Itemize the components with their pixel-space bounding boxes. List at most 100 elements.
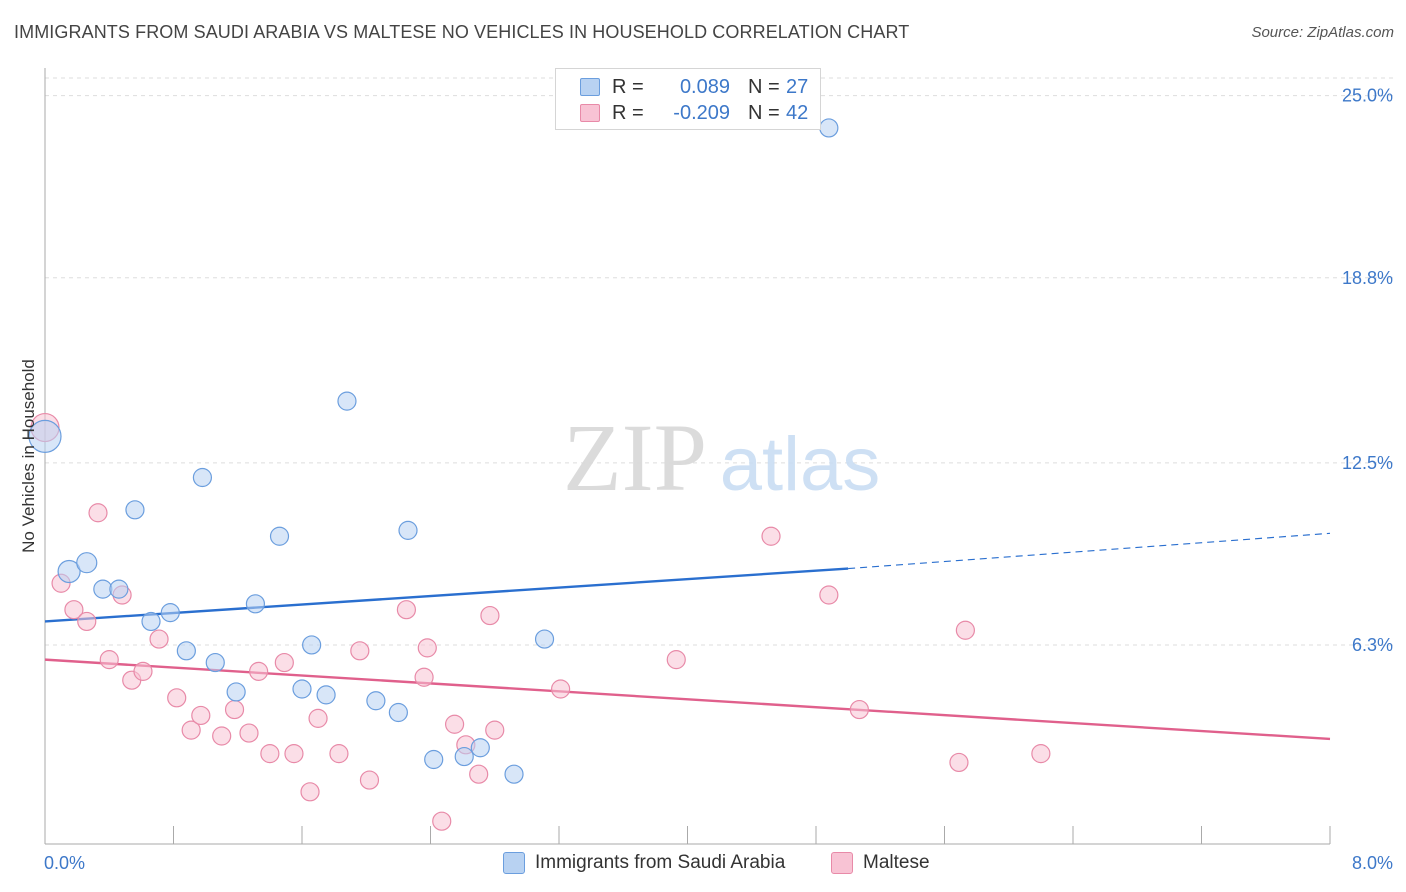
point-saudi xyxy=(205,652,225,673)
point-maltese xyxy=(308,708,328,728)
point-maltese xyxy=(181,720,201,740)
point-saudi xyxy=(141,611,161,632)
y-tick-label: 6.3% xyxy=(1352,635,1393,655)
grid-layer xyxy=(45,77,1395,646)
legend-r-value: 0.089 xyxy=(679,75,730,98)
point-maltese xyxy=(212,726,232,746)
series-legend-maltese[interactable]: Maltese xyxy=(831,852,930,874)
point-saudi xyxy=(470,738,490,758)
chart-source: Source: ZipAtlas.com xyxy=(1251,24,1394,41)
point-maltese xyxy=(849,699,869,720)
y-axis-label: No Vehicles in Household xyxy=(19,359,38,553)
watermark-zip: ZIP xyxy=(563,404,707,511)
point-saudi xyxy=(337,391,357,411)
legend-row-maltese: R = -0.209 N = 42 xyxy=(580,101,808,125)
point-maltese xyxy=(64,600,84,620)
legend-swatch-pink xyxy=(580,104,600,122)
point-maltese xyxy=(300,782,320,802)
point-maltese xyxy=(414,667,434,687)
point-maltese xyxy=(284,744,304,764)
point-maltese xyxy=(133,661,153,681)
legend-row-saudi: R = 0.089 N = 27 xyxy=(580,75,808,99)
point-maltese xyxy=(149,629,169,649)
point-maltese xyxy=(551,679,571,699)
point-maltese xyxy=(949,752,969,773)
point-maltese xyxy=(444,714,465,734)
point-maltese xyxy=(819,585,839,605)
point-maltese xyxy=(224,699,245,720)
point-saudi xyxy=(192,467,213,488)
point-saudi xyxy=(245,594,266,614)
legend-swatch-blue xyxy=(580,78,600,96)
trend-line-saudi-extension xyxy=(848,532,1331,570)
legend-r-value: -0.209 xyxy=(673,101,730,124)
x-tick-label: 0.0% xyxy=(44,853,85,873)
legend-n-label: N = xyxy=(748,101,780,124)
y-tick-label: 18.8% xyxy=(1342,268,1393,288)
watermark-atlas: atlas xyxy=(720,422,881,507)
point-maltese xyxy=(396,600,417,620)
series-legend: Immigrants from Saudi Arabia Maltese xyxy=(0,852,1406,878)
series-legend-saudi[interactable]: Immigrants from Saudi Arabia xyxy=(503,852,785,874)
legend-n-value: 42 xyxy=(786,101,809,124)
point-maltese xyxy=(274,652,294,673)
point-maltese xyxy=(417,638,437,658)
watermark: ZIP atlas xyxy=(563,404,880,511)
point-maltese xyxy=(480,605,500,626)
point-saudi xyxy=(93,579,113,599)
legend-n-value: 27 xyxy=(786,75,809,98)
point-saudi xyxy=(28,419,62,453)
legend-r-label: R = xyxy=(612,75,644,98)
points-layer xyxy=(28,118,1051,831)
point-saudi xyxy=(160,603,180,623)
point-saudi xyxy=(534,629,555,649)
y-tick-label: 12.5% xyxy=(1342,453,1393,473)
point-maltese xyxy=(955,620,975,640)
point-maltese xyxy=(666,650,686,670)
point-maltese xyxy=(359,770,380,790)
point-saudi xyxy=(302,635,322,655)
point-saudi xyxy=(454,746,474,767)
point-maltese xyxy=(167,688,187,708)
point-maltese xyxy=(469,764,489,784)
point-saudi xyxy=(292,679,312,699)
series-name-saudi: Immigrants from Saudi Arabia xyxy=(535,852,786,873)
chart-title: IMMIGRANTS FROM SAUDI ARABIA VS MALTESE … xyxy=(14,22,910,42)
point-saudi xyxy=(366,691,386,711)
point-saudi xyxy=(316,685,336,705)
legend-n-label: N = xyxy=(748,75,780,98)
legend-r-label: R = xyxy=(612,101,644,124)
point-saudi xyxy=(424,749,444,770)
series-swatch-pink xyxy=(831,852,853,874)
point-maltese xyxy=(329,744,349,764)
point-maltese xyxy=(350,641,370,661)
point-saudi xyxy=(504,764,524,784)
point-maltese xyxy=(432,811,452,831)
point-maltese xyxy=(249,661,269,681)
axis-layer: 6.3% 12.5% 18.8% 25.0% 0.0% 8.0% xyxy=(44,68,1393,873)
series-name-maltese: Maltese xyxy=(863,852,930,873)
point-saudi xyxy=(269,526,290,546)
stats-legend: R = 0.089 N = 27 R = -0.209 N = 42 xyxy=(555,68,821,130)
point-maltese xyxy=(88,503,108,523)
point-maltese xyxy=(77,611,97,632)
point-maltese xyxy=(485,720,505,740)
series-swatch-blue xyxy=(503,852,525,874)
point-saudi xyxy=(226,682,246,702)
x-tick-label: 8.0% xyxy=(1352,853,1393,873)
y-tick-label: 25.0% xyxy=(1342,86,1393,106)
point-maltese xyxy=(1031,744,1051,764)
point-saudi xyxy=(398,520,418,540)
point-saudi xyxy=(819,118,839,138)
point-saudi xyxy=(388,702,408,723)
point-saudi xyxy=(125,500,145,520)
point-maltese xyxy=(260,744,280,764)
point-saudi xyxy=(176,641,196,661)
point-maltese xyxy=(761,526,781,546)
point-saudi xyxy=(109,579,129,599)
point-maltese xyxy=(99,650,119,670)
point-maltese xyxy=(191,705,211,726)
point-saudi xyxy=(57,559,81,584)
